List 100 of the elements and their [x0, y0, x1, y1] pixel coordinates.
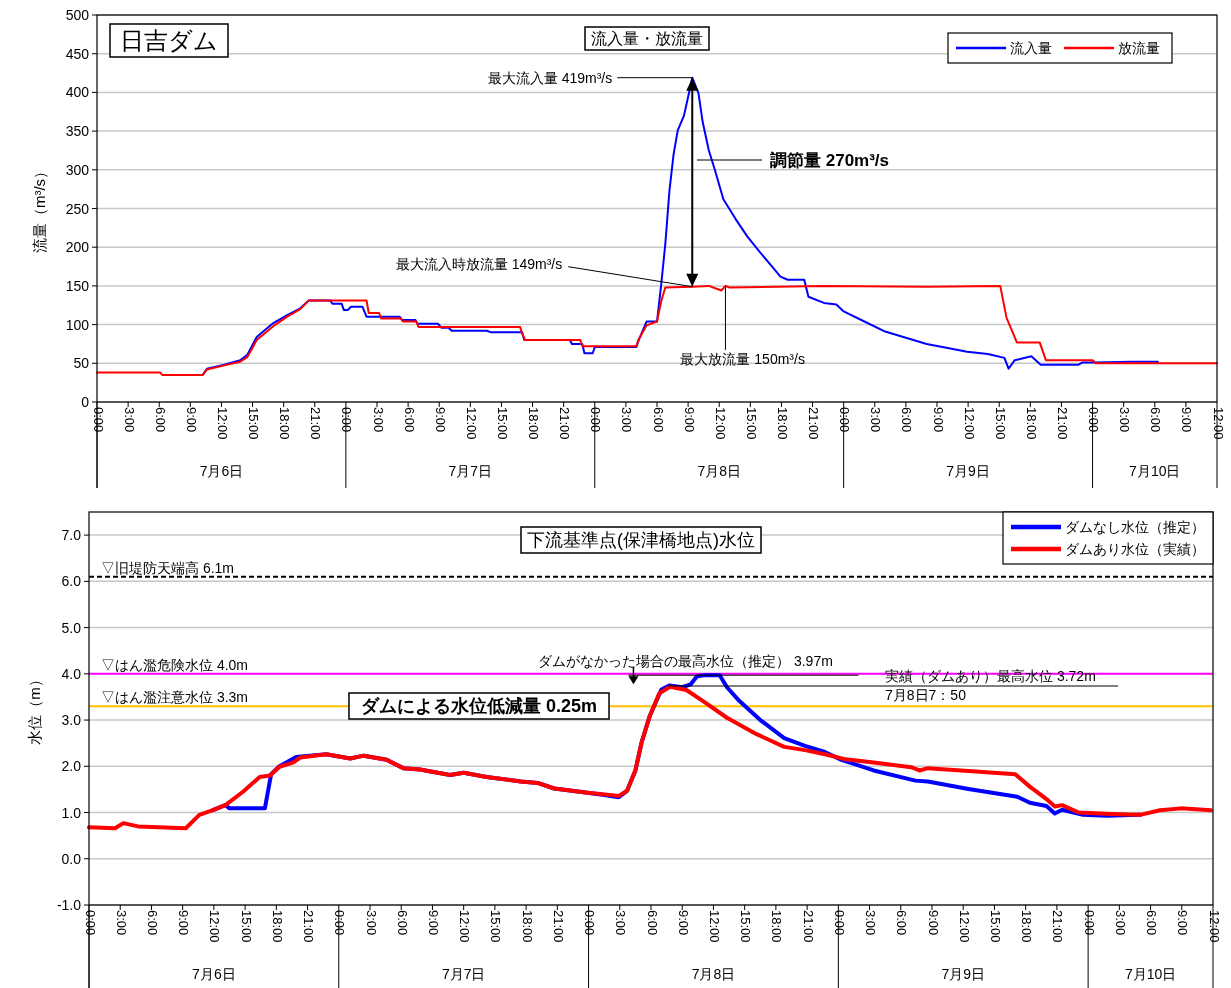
text: 7月8日: [697, 463, 742, 479]
x-tick-label: 9:00: [176, 910, 192, 936]
x-tick-label: 9:00: [925, 910, 941, 936]
x-tick-label: 9:00: [1179, 407, 1195, 433]
y-axis-title: 水位（m）: [26, 672, 43, 745]
x-tick-label: 0:00: [332, 910, 348, 936]
y-tick-label: -1.0: [56, 897, 82, 913]
text: 7月9日: [946, 463, 990, 479]
text: 日吉ダム: [120, 27, 218, 54]
x-tick-label: 6:00: [394, 910, 410, 936]
text: 7月8日: [691, 966, 736, 982]
x-tick-label: 18:00: [769, 910, 785, 943]
x-tick-label: 9:00: [681, 407, 697, 433]
legend-label: 流入量: [1010, 40, 1052, 56]
x-tick-label: 9:00: [183, 407, 199, 433]
x-tick-label: 15:00: [743, 407, 759, 440]
legend-label: 放流量: [1118, 40, 1160, 56]
x-tick-label: 3:00: [1117, 407, 1133, 433]
x-tick-label: 12:00: [457, 910, 473, 943]
y-tick-label: 350: [65, 123, 90, 140]
x-tick-label: 12:00: [712, 407, 728, 440]
x-tick-label: 3:00: [1112, 910, 1128, 936]
x-tick-label: 0:00: [582, 910, 598, 936]
annotation: ダムによる水位低減量 0.25m: [360, 696, 598, 716]
annotation: 最大流入量 419m³/s: [487, 69, 613, 86]
x-tick-label: 21:00: [1050, 910, 1066, 943]
ref-line-label: ▽はん濫注意水位 3.3m: [101, 689, 249, 706]
x-tick-label: 0:00: [831, 910, 847, 936]
y-tick-label: 0: [81, 394, 90, 410]
y-tick-label: 6.0: [61, 573, 82, 590]
x-tick-label: 12:00: [1210, 407, 1226, 440]
x-tick-label: 21:00: [800, 910, 816, 943]
x-tick-label: 18:00: [1023, 407, 1039, 440]
annotation: 最大流入時放流量 149m³/s: [395, 255, 563, 272]
x-tick-label: 0:00: [1086, 407, 1102, 433]
y-tick-label: 200: [65, 239, 90, 256]
x-tick-label: 12:00: [961, 407, 977, 440]
x-tick-label: 9:00: [1175, 910, 1191, 936]
ref-line-label: ▽はん濫危険水位 4.0m: [101, 656, 249, 673]
ref-line: ▽旧堤防天端高 6.1m: [88, 559, 1214, 578]
y-axis-title: 流量（m³/s）: [31, 163, 48, 254]
x-tick-label: 6:00: [899, 407, 915, 433]
x-tick-label: 21:00: [301, 910, 317, 943]
x-tick-label: 12:00: [707, 910, 723, 943]
text: 7月6日: [192, 966, 236, 982]
x-tick-label: 3:00: [619, 407, 635, 433]
x-tick-label: 0:00: [339, 407, 355, 433]
y-tick-label: 450: [65, 45, 90, 62]
x-tick-label: 21:00: [557, 407, 573, 440]
y-tick-label: 400: [65, 84, 90, 101]
annotation: 最大放流量 150m³/s: [680, 350, 805, 367]
x-tick-label: 6:00: [401, 407, 417, 433]
x-tick-label: 12:00: [207, 910, 223, 943]
y-tick-label: 2.0: [61, 758, 82, 775]
x-tick-label: 6:00: [145, 910, 161, 936]
ref-line-label: ▽旧堤防天端高 6.1m: [101, 559, 235, 576]
y-tick-label: 150: [65, 277, 90, 294]
y-tick-label: 100: [65, 316, 90, 333]
x-tick-label: 12:00: [463, 407, 479, 440]
y-tick-label: 1.0: [61, 804, 82, 821]
x-tick-label: 6:00: [644, 910, 660, 936]
x-tick-label: 6:00: [650, 407, 666, 433]
x-tick-label: 0:00: [82, 910, 98, 936]
text: 7月7日: [448, 463, 493, 479]
x-tick-label: 15:00: [992, 407, 1008, 440]
x-tick-label: 0:00: [90, 407, 106, 433]
text: 7月7日: [441, 966, 486, 982]
x-tick-label: 15:00: [495, 407, 511, 440]
x-tick-label: 0:00: [588, 407, 604, 433]
x-tick-label: 3:00: [868, 407, 884, 433]
x-tick-label: 3:00: [863, 910, 879, 936]
annotation: 調節量 270m³/s: [770, 151, 890, 170]
x-tick-label: 21:00: [550, 910, 566, 943]
annotation: 7月8日7：50: [885, 687, 967, 703]
x-tick-label: 18:00: [526, 407, 542, 440]
x-tick-label: 18:00: [269, 910, 285, 943]
x-tick-label: 15:00: [488, 910, 504, 943]
y-tick-label: 3.0: [61, 712, 82, 729]
y-tick-label: 50: [73, 355, 90, 372]
x-tick-label: 21:00: [806, 407, 822, 440]
x-tick-label: 3:00: [113, 910, 129, 936]
text: 流入量・放流量: [591, 30, 703, 47]
x-tick-label: 9:00: [432, 407, 448, 433]
x-tick-label: 18:00: [519, 910, 535, 943]
x-tick-label: 0:00: [837, 407, 853, 433]
x-tick-label: 21:00: [308, 407, 324, 440]
x-tick-label: 3:00: [121, 407, 137, 433]
text: 7月10日: [1129, 463, 1181, 479]
x-tick-label: 9:00: [930, 407, 946, 433]
text: 7月6日: [199, 463, 244, 479]
x-tick-label: 18:00: [1019, 910, 1035, 943]
x-tick-label: 6:00: [1148, 407, 1164, 433]
x-tick-label: 18:00: [277, 407, 293, 440]
y-tick-label: 300: [65, 161, 90, 178]
x-tick-label: 3:00: [363, 910, 379, 936]
x-tick-label: 6:00: [894, 910, 910, 936]
x-tick-label: 15:00: [988, 910, 1004, 943]
text: 7月9日: [941, 966, 986, 982]
x-tick-label: 12:00: [956, 910, 972, 943]
x-tick-label: 15:00: [738, 910, 754, 943]
